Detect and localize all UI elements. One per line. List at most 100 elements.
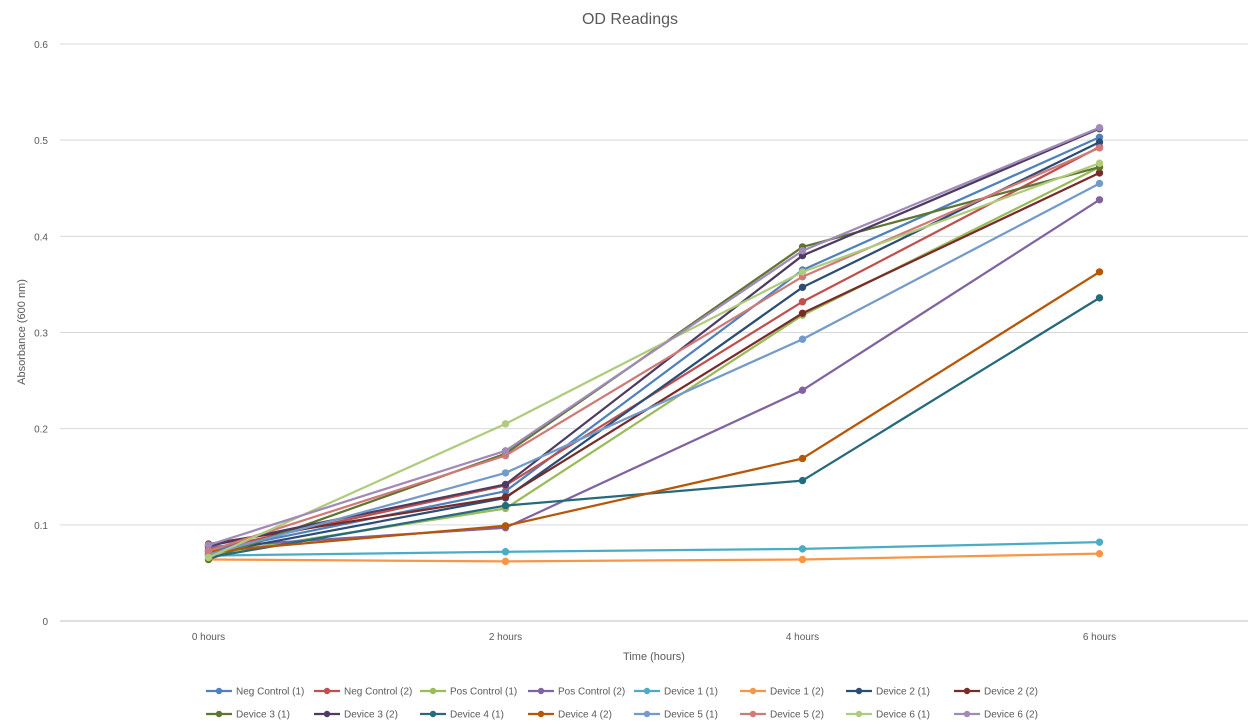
series-line [208, 182, 1101, 556]
data-point [798, 335, 807, 343]
legend-marker [749, 710, 757, 718]
data-point [1095, 179, 1104, 188]
series-15 [204, 159, 1104, 562]
data-point [501, 557, 510, 566]
data-point [501, 447, 510, 455]
series-line [208, 127, 1100, 548]
series-line [208, 126, 1100, 547]
data-point [1095, 159, 1104, 167]
data-point [501, 501, 510, 510]
legend-marker [323, 710, 331, 718]
legend-marker [963, 687, 971, 695]
legend-marker [855, 710, 863, 718]
legend-item[interactable]: Device 6 (2) [954, 710, 1038, 721]
legend-label: Device 6 (2) [984, 710, 1038, 721]
legend-item[interactable]: Device 3 (2) [314, 710, 398, 721]
series-4 [204, 196, 1104, 551]
legend-label: Device 2 (2) [984, 687, 1038, 698]
data-point [798, 386, 807, 394]
legend-item[interactable]: Pos Control (2) [528, 687, 625, 698]
data-point [798, 283, 807, 292]
legend-label: Device 5 (2) [770, 710, 824, 721]
series-line [208, 162, 1100, 559]
legend-item[interactable]: Device 5 (1) [634, 710, 718, 721]
legend-item[interactable]: Device 6 (1) [846, 710, 930, 721]
legend-item[interactable]: Device 2 (1) [846, 687, 930, 698]
legend-item[interactable]: Device 5 (2) [740, 710, 824, 721]
legend-label: Pos Control (2) [558, 687, 625, 698]
legend-label: Device 4 (1) [450, 710, 504, 721]
legend-marker [323, 687, 331, 695]
x-tick-label: 2 hours [489, 632, 522, 643]
legend-marker [537, 687, 545, 695]
data-point [501, 469, 510, 477]
series-8 [204, 169, 1104, 548]
y-tick-label: 0.2 [34, 425, 48, 436]
legend-item[interactable]: Device 1 (2) [740, 687, 824, 698]
legend-marker [429, 710, 437, 718]
data-point [204, 553, 213, 562]
series-line [208, 136, 1100, 553]
series-lines [204, 123, 1104, 566]
data-point [798, 454, 807, 463]
legend-item[interactable]: Device 4 (2) [528, 710, 612, 721]
y-tick-label: 0.1 [34, 521, 48, 532]
data-point [501, 420, 510, 428]
data-point [501, 548, 510, 556]
data-point [798, 555, 807, 564]
x-tick-label: 6 hours [1083, 632, 1116, 643]
legend-item[interactable]: Neg Control (2) [314, 687, 412, 698]
legend-marker [749, 687, 757, 695]
data-point [1095, 144, 1104, 152]
legend-label: Neg Control (2) [344, 687, 412, 698]
data-point [1095, 538, 1104, 546]
x-axis-title: Time (hours) [623, 651, 685, 663]
x-axis-ticks: 0 hours 2 hours 4 hours 6 hours [192, 632, 1116, 643]
data-point [798, 309, 807, 317]
data-point [1095, 294, 1104, 302]
legend-item[interactable]: Device 1 (1) [634, 687, 718, 698]
legend-item[interactable]: Pos Control (1) [420, 687, 517, 698]
series-line [208, 270, 1101, 553]
legend-marker [215, 687, 223, 695]
legend-label: Device 3 (1) [236, 710, 290, 721]
data-point [798, 545, 807, 553]
legend-label: Device 5 (1) [664, 710, 718, 721]
legend-marker [537, 710, 545, 718]
x-tick-label: 4 hours [786, 632, 819, 643]
y-tick-label: 0.5 [34, 136, 48, 147]
legend-label: Device 1 (1) [664, 687, 718, 698]
legend-marker [963, 710, 971, 718]
legend-marker [215, 710, 223, 718]
series-line [208, 141, 1100, 555]
legend-item[interactable]: Device 3 (1) [206, 710, 290, 721]
data-point [501, 493, 510, 501]
series-line [208, 166, 1100, 561]
series-6 [204, 549, 1104, 566]
legend-label: Neg Control (1) [236, 687, 304, 698]
legend-item[interactable]: Neg Control (1) [206, 687, 304, 698]
y-tick-label: 0.3 [34, 329, 48, 340]
legend-label: Device 2 (1) [876, 687, 930, 698]
legend-label: Device 4 (2) [558, 710, 612, 721]
legend-label: Device 3 (2) [344, 710, 398, 721]
y-tick-label: 0.4 [34, 232, 48, 243]
legend-marker [643, 687, 651, 695]
legend-label: Pos Control (1) [450, 687, 517, 698]
series-line [208, 552, 1100, 563]
legend: Neg Control (1) Neg Control (2) Pos Contro… [206, 687, 1038, 721]
data-point [798, 476, 807, 485]
legend-item[interactable]: Device 4 (1) [420, 710, 504, 721]
series-16 [204, 123, 1104, 549]
data-point [1095, 549, 1104, 558]
data-point [204, 541, 213, 549]
series-line [208, 541, 1100, 557]
legend-marker [855, 687, 863, 695]
y-axis-title: Absorbance (600 nm) [16, 279, 28, 385]
y-axis-ticks: 0 0.1 0.2 0.3 0.4 0.5 0.6 [34, 40, 48, 628]
chart-title: OD Readings [582, 11, 678, 28]
data-point [501, 522, 510, 530]
legend-item[interactable]: Device 2 (2) [954, 687, 1038, 698]
series-line [208, 198, 1101, 549]
